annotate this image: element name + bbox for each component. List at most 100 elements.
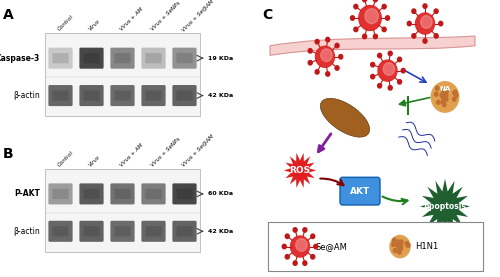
- Circle shape: [314, 244, 318, 249]
- FancyBboxPatch shape: [45, 33, 200, 116]
- Circle shape: [423, 4, 427, 8]
- Circle shape: [308, 48, 312, 53]
- Circle shape: [423, 39, 427, 43]
- Circle shape: [339, 55, 343, 59]
- Circle shape: [454, 93, 458, 97]
- Circle shape: [378, 84, 382, 88]
- Circle shape: [378, 53, 382, 58]
- FancyBboxPatch shape: [48, 85, 72, 106]
- Circle shape: [310, 234, 314, 238]
- Text: Virus + AM: Virus + AM: [119, 7, 144, 32]
- Circle shape: [293, 228, 297, 232]
- FancyBboxPatch shape: [84, 90, 100, 101]
- Circle shape: [442, 96, 445, 100]
- Text: C: C: [262, 8, 273, 22]
- FancyBboxPatch shape: [84, 189, 100, 199]
- Circle shape: [399, 243, 402, 247]
- Circle shape: [388, 51, 392, 56]
- FancyBboxPatch shape: [84, 226, 100, 237]
- FancyBboxPatch shape: [45, 169, 200, 252]
- Circle shape: [442, 96, 446, 100]
- Circle shape: [434, 34, 438, 38]
- Text: 19 KDa: 19 KDa: [208, 56, 233, 61]
- Circle shape: [401, 68, 405, 73]
- Circle shape: [326, 37, 330, 42]
- Circle shape: [431, 82, 459, 112]
- Circle shape: [362, 34, 366, 39]
- Circle shape: [399, 243, 402, 247]
- FancyBboxPatch shape: [114, 90, 130, 101]
- Circle shape: [374, 0, 378, 2]
- Circle shape: [444, 93, 448, 97]
- Circle shape: [362, 0, 366, 2]
- FancyBboxPatch shape: [80, 48, 104, 69]
- Circle shape: [436, 86, 439, 90]
- Text: 42 KDa: 42 KDa: [208, 93, 233, 98]
- FancyBboxPatch shape: [146, 53, 162, 63]
- Text: β-actin: β-actin: [13, 91, 40, 100]
- Text: Control: Control: [57, 14, 74, 32]
- FancyBboxPatch shape: [340, 177, 380, 205]
- FancyBboxPatch shape: [110, 48, 134, 69]
- Circle shape: [392, 243, 396, 247]
- Circle shape: [439, 21, 443, 26]
- Circle shape: [398, 250, 401, 254]
- Circle shape: [370, 75, 374, 79]
- Circle shape: [436, 101, 440, 104]
- Circle shape: [365, 9, 378, 24]
- Text: Virus + AM: Virus + AM: [119, 142, 144, 168]
- Circle shape: [441, 89, 444, 93]
- Circle shape: [290, 236, 310, 257]
- Circle shape: [444, 98, 448, 101]
- Text: Virus + SeNPs: Virus + SeNPs: [150, 1, 182, 32]
- FancyBboxPatch shape: [146, 226, 162, 237]
- Text: Caspase-3: Caspase-3: [0, 54, 40, 63]
- FancyBboxPatch shape: [172, 85, 197, 106]
- FancyBboxPatch shape: [80, 221, 104, 242]
- Circle shape: [390, 235, 410, 258]
- Circle shape: [378, 60, 397, 81]
- FancyBboxPatch shape: [176, 189, 192, 199]
- FancyBboxPatch shape: [172, 183, 197, 204]
- Circle shape: [335, 43, 339, 48]
- Circle shape: [454, 90, 457, 94]
- FancyBboxPatch shape: [176, 90, 192, 101]
- Circle shape: [441, 100, 444, 104]
- Circle shape: [412, 34, 416, 38]
- FancyBboxPatch shape: [84, 53, 100, 63]
- FancyBboxPatch shape: [142, 85, 166, 106]
- Circle shape: [320, 49, 332, 61]
- FancyBboxPatch shape: [114, 53, 130, 63]
- FancyBboxPatch shape: [142, 183, 166, 204]
- Circle shape: [406, 243, 410, 247]
- FancyBboxPatch shape: [114, 189, 130, 199]
- Circle shape: [296, 239, 307, 251]
- FancyBboxPatch shape: [52, 189, 68, 199]
- Circle shape: [397, 240, 400, 244]
- FancyBboxPatch shape: [48, 48, 72, 69]
- Text: ROS: ROS: [290, 166, 310, 175]
- Circle shape: [444, 93, 448, 97]
- Circle shape: [398, 245, 401, 249]
- FancyBboxPatch shape: [80, 85, 104, 106]
- FancyBboxPatch shape: [176, 53, 192, 63]
- Circle shape: [442, 90, 446, 94]
- Circle shape: [396, 243, 400, 247]
- Circle shape: [442, 103, 446, 107]
- Circle shape: [445, 89, 448, 93]
- Circle shape: [354, 4, 358, 9]
- FancyBboxPatch shape: [142, 221, 166, 242]
- Circle shape: [440, 93, 444, 97]
- FancyBboxPatch shape: [110, 85, 134, 106]
- Circle shape: [354, 27, 358, 32]
- Circle shape: [310, 255, 314, 259]
- Circle shape: [420, 16, 432, 28]
- FancyBboxPatch shape: [52, 90, 68, 101]
- Circle shape: [399, 246, 402, 250]
- Text: AKT: AKT: [350, 187, 370, 196]
- Text: β-actin: β-actin: [13, 227, 40, 236]
- Circle shape: [286, 234, 290, 238]
- Circle shape: [308, 61, 312, 65]
- Circle shape: [303, 261, 307, 265]
- Text: Control: Control: [57, 150, 74, 168]
